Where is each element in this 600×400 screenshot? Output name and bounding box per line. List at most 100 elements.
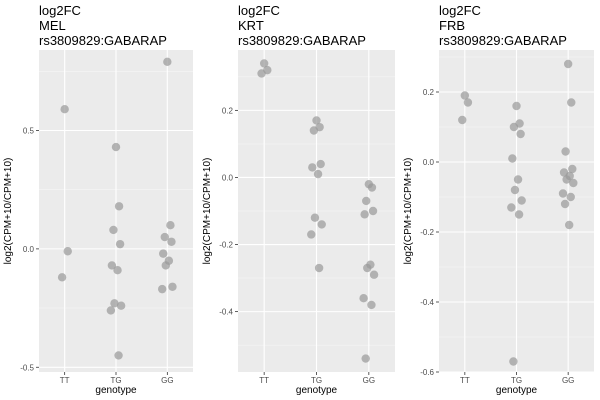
data-point bbox=[317, 220, 326, 229]
data-point bbox=[310, 213, 320, 222]
data-point bbox=[362, 196, 371, 206]
data-point bbox=[507, 203, 516, 212]
data-point bbox=[510, 185, 520, 195]
panel-title-line: rs3809829:GABARAP bbox=[238, 33, 366, 48]
y-tick-label: 0.0 bbox=[423, 158, 435, 167]
data-point bbox=[107, 261, 117, 270]
data-point bbox=[57, 273, 67, 282]
data-point bbox=[110, 299, 119, 308]
data-point bbox=[359, 294, 368, 303]
x-tick-label: TT bbox=[60, 376, 70, 385]
x-tick-label: GG bbox=[161, 376, 173, 385]
panel-title-line: FRB bbox=[439, 18, 465, 33]
data-point bbox=[568, 164, 577, 174]
panel-title-line: KRT bbox=[238, 18, 264, 33]
data-point bbox=[166, 221, 175, 230]
data-point bbox=[516, 129, 525, 139]
y-axis-label: log2(CPM+10/CPM+10) bbox=[403, 158, 414, 265]
y-tick-label: 0.2 bbox=[423, 88, 435, 97]
data-point bbox=[369, 270, 379, 279]
data-point bbox=[168, 282, 177, 291]
data-point bbox=[159, 249, 168, 258]
data-point bbox=[512, 101, 521, 111]
data-point bbox=[60, 104, 69, 114]
data-point bbox=[163, 57, 172, 67]
panel-title-line: MEL bbox=[39, 18, 66, 33]
y-tick-label: -0.2 bbox=[219, 241, 233, 250]
data-point bbox=[115, 239, 125, 249]
data-point bbox=[368, 206, 378, 216]
data-point bbox=[167, 237, 176, 246]
data-point bbox=[561, 147, 570, 156]
data-point bbox=[312, 116, 321, 125]
data-point bbox=[569, 178, 578, 188]
x-tick-label: TG bbox=[311, 376, 322, 385]
data-point bbox=[106, 306, 116, 315]
data-point bbox=[558, 189, 568, 198]
data-point bbox=[517, 196, 526, 205]
x-tick-label: TG bbox=[511, 376, 522, 385]
y-axis-label: log2(CPM+10/CPM+10) bbox=[202, 158, 213, 265]
data-point bbox=[513, 175, 523, 184]
data-point bbox=[114, 351, 123, 360]
data-point bbox=[307, 230, 316, 239]
x-axis-label: genotype bbox=[296, 385, 338, 396]
data-point bbox=[363, 263, 372, 273]
data-point bbox=[316, 159, 325, 169]
data-point bbox=[509, 122, 519, 132]
x-tick-label: GG bbox=[363, 376, 375, 385]
data-point bbox=[458, 115, 467, 125]
data-point bbox=[563, 59, 573, 69]
data-point bbox=[367, 300, 376, 310]
data-point bbox=[508, 154, 517, 163]
data-point bbox=[113, 265, 122, 275]
data-point bbox=[509, 357, 518, 366]
data-point bbox=[313, 169, 323, 179]
data-point bbox=[367, 183, 377, 192]
data-point bbox=[566, 192, 575, 202]
data-point bbox=[514, 210, 524, 219]
data-point bbox=[309, 126, 319, 135]
y-tick-label: -0.2 bbox=[420, 228, 434, 237]
y-tick-label: -0.6 bbox=[420, 368, 434, 377]
data-point bbox=[562, 175, 571, 184]
data-point bbox=[360, 210, 369, 219]
y-tick-label: 0.5 bbox=[23, 127, 35, 136]
data-point bbox=[114, 202, 124, 211]
x-tick-label: TT bbox=[259, 376, 269, 385]
data-point bbox=[160, 232, 169, 242]
panel-title-line: log2FC bbox=[439, 3, 481, 18]
data-point bbox=[257, 69, 266, 78]
y-tick-label: -0.5 bbox=[20, 363, 34, 372]
y-tick-label: 0.2 bbox=[222, 106, 234, 115]
panel-title-line: rs3809829:GABARAP bbox=[39, 33, 167, 48]
x-tick-label: TG bbox=[110, 376, 121, 385]
x-axis-label: genotype bbox=[95, 385, 137, 396]
y-axis-label: log2(CPM+10/CPM+10) bbox=[3, 158, 14, 265]
data-point bbox=[111, 142, 121, 152]
data-point bbox=[565, 220, 574, 230]
data-point bbox=[109, 225, 118, 235]
data-point bbox=[567, 98, 576, 107]
data-point bbox=[460, 91, 470, 100]
data-point bbox=[116, 301, 126, 310]
data-point bbox=[63, 247, 72, 256]
data-point bbox=[463, 98, 473, 107]
data-point bbox=[314, 263, 324, 273]
data-point bbox=[560, 199, 570, 209]
data-point bbox=[361, 354, 370, 363]
data-point bbox=[158, 284, 167, 294]
y-tick-label: 0.0 bbox=[222, 173, 234, 182]
y-tick-label: 0.0 bbox=[23, 245, 35, 254]
x-tick-label: GG bbox=[562, 376, 574, 385]
panel-title-line: log2FC bbox=[39, 3, 81, 18]
y-tick-label: -0.4 bbox=[219, 308, 233, 317]
panel-title-line: rs3809829:GABARAP bbox=[439, 33, 567, 48]
x-tick-label: TT bbox=[460, 376, 470, 385]
x-axis-label: genotype bbox=[496, 385, 538, 396]
